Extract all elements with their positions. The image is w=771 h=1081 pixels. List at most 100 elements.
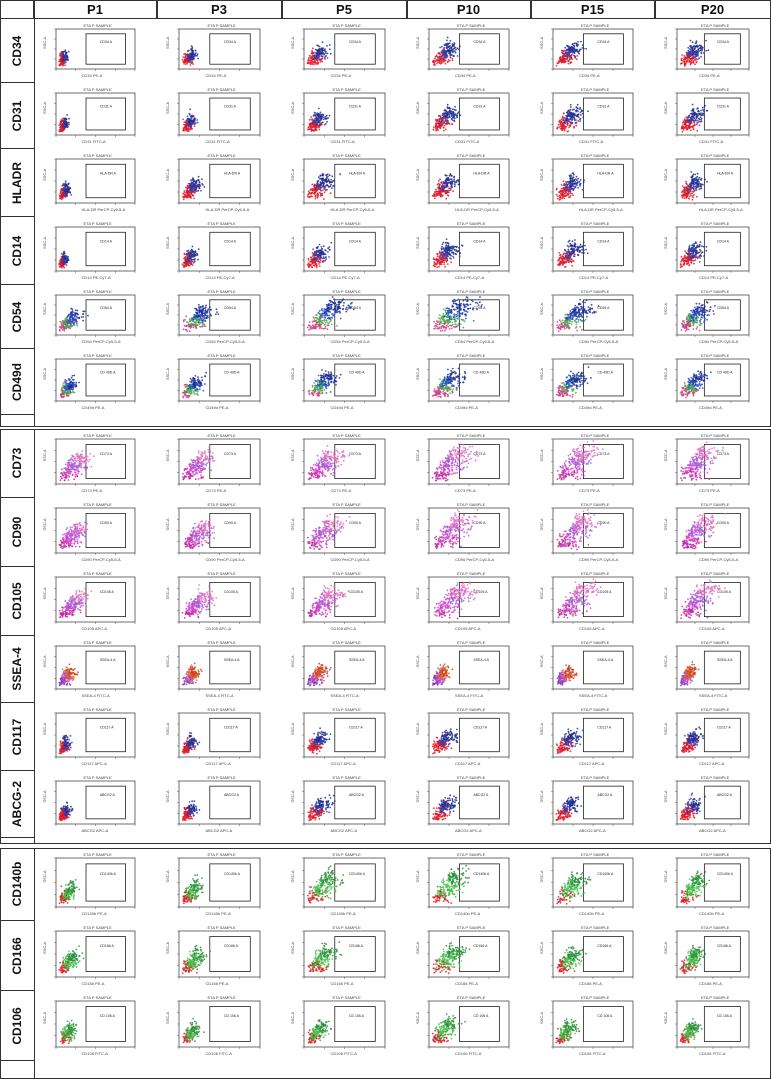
plot-title: ETA P SAMPLE [457, 289, 486, 294]
gate-label: HLA-DR A [224, 171, 241, 175]
gate-label: CD31 A [100, 105, 113, 109]
y-axis-label: SSC-A [42, 1011, 47, 1024]
plot-cd117-p10: ETA P SAMPLE SSC-A CD117 APC-A CD117 A [407, 703, 531, 771]
gate-label: CD73 A [349, 452, 362, 456]
plot-title: ETA P SAMPLE [701, 571, 730, 576]
scatter-points [181, 245, 200, 268]
gate-label: CD105 A [224, 590, 239, 594]
row-label-text: CD140b [10, 862, 24, 907]
row-label-text: CD105 [10, 582, 24, 619]
label-divider [34, 0, 35, 427]
plot-title: ETA P SAMPLE [208, 852, 237, 857]
gate-label: HLA-DR A [349, 171, 366, 175]
x-axis-label: CD117 APC-A [455, 761, 481, 766]
gate [583, 231, 624, 267]
gate [334, 363, 376, 397]
plot-cd54-p5: ETA P SAMPLE SSC-A CD54 PerCP-Cy5-5-A CD54 … [282, 285, 407, 349]
y-axis-label: SSC-A [290, 655, 295, 668]
plot-frame [178, 712, 261, 758]
plot-title: ETA P SAMPLE [701, 502, 730, 507]
y-axis-label: SSC-A [290, 302, 295, 315]
x-axis-label: CD31 FITC-A [331, 139, 356, 144]
y-axis-label: SSC-A [165, 168, 170, 181]
y-axis-label: SSC-A [290, 449, 295, 462]
plot-title: ETA P SAMPLE [333, 353, 362, 358]
plot-title: ETA P SAMPLE [457, 775, 486, 780]
gate [209, 1006, 251, 1042]
y-axis-label: SSC-A [42, 870, 47, 883]
plot-title: ETA P SAMPLE [457, 23, 486, 28]
gate-label: CD 106 A [473, 1014, 489, 1018]
plot-title: ETA P SAMPLE [208, 775, 237, 780]
scatter-points [555, 1018, 581, 1045]
scatter-points [556, 945, 587, 974]
plot-title: ETA P SAMPLE [457, 153, 486, 158]
plot-title: ETA P SAMPLE [208, 502, 237, 507]
plot-title: ETA P SAMPLE [84, 23, 113, 28]
y-axis-label: SSC-A [42, 655, 47, 668]
plot-frame [428, 438, 510, 485]
gate [459, 363, 500, 397]
x-axis-label: CD49d PE-A [331, 405, 354, 410]
y-axis-label: SSC-A [42, 36, 47, 49]
x-axis-label: CD106 FITC-A [699, 1051, 726, 1056]
gate-label: CD166 A [717, 944, 732, 948]
y-axis-label: SSC-A [539, 870, 544, 883]
x-axis-label: CD166 PE-A [331, 981, 354, 986]
plot-frame [428, 358, 510, 402]
gate-label: CD73 A [100, 452, 113, 456]
scatter-points [307, 584, 350, 618]
scatter-points [307, 794, 336, 822]
scatter-points [58, 801, 74, 822]
y-axis-label: SSC-A [415, 302, 420, 315]
x-axis-label: CD105 APC-A [699, 626, 725, 631]
plot-cd90-p15: ETA P SAMPLE SSC-A CD90 PerCP-Cy5-5-A CD90 … [531, 498, 655, 567]
gate-label: ABCG2 A [100, 793, 116, 797]
plot-title: ETA P SAMPLE [333, 571, 362, 576]
row-label-ssea-4: SSEA-4 [0, 636, 34, 703]
plot-cd31-p5: ETA P SAMPLE SSC-A CD31 FITC-A CD31 A [282, 83, 407, 149]
gate [209, 299, 251, 331]
scatter-points [434, 509, 479, 550]
plot-cd34-p3: ETA P SAMPLE SSC-A CD34 PE-A CD34 A [157, 19, 282, 83]
x-axis-label: CD90 PerCP-Cy5-5-A [455, 557, 494, 562]
x-axis-label: CD117 APC-A [699, 761, 725, 766]
gate-label: CD54 A [473, 306, 486, 310]
plot-title: ETA P SAMPLE [84, 707, 113, 712]
y-axis-label: SSC-A [539, 236, 544, 249]
x-axis-label: CD90 PerCP-Cy5-5-A [579, 557, 618, 562]
plot-cd117-p5: ETA P SAMPLE SSC-A CD117 APC-A CD117 A [282, 703, 407, 771]
plot-ssea-4-p20: ETA P SAMPLE SSC-A SSEA-4 FITC-A SSEA-4 A [655, 636, 771, 703]
gate [85, 33, 126, 65]
gate [703, 97, 741, 131]
plot-title: ETA P SAMPLE [333, 502, 362, 507]
plot-cd54-p10: ETA P SAMPLE SSC-A CD54 PerCP-Cy5-5-A CD54 … [407, 285, 531, 349]
plot-cd90-p1: ETA P SAMPLE SSC-A CD90 PerCP-Cy5-5-A CD90 … [34, 498, 157, 567]
gate [209, 97, 251, 131]
column-header-p10: P10 [407, 0, 531, 19]
gate-label: CD105 A [100, 590, 115, 594]
plot-ssea-4-p3: ETA P SAMPLE SSC-A SSEA-4 FITC-A SSEA-4 A [157, 636, 282, 703]
plot-cd49d-p20: ETA P SAMPLE SSC-A CD49d PE-A CD 49D A [655, 349, 771, 415]
plot-frame [178, 294, 261, 336]
y-axis-label: SSC-A [539, 722, 544, 735]
plot-title: ETA P SAMPLE [457, 221, 486, 226]
x-axis-label: CD106 FITC-A [82, 1051, 109, 1056]
scatter-points [556, 871, 592, 905]
gate-label: CD105 A [473, 590, 488, 594]
panel-1 [0, 0, 771, 427]
gate [703, 650, 741, 685]
plot-title: ETA P SAMPLE [333, 925, 362, 930]
x-axis-label: CD90 PerCP-Cy5-5-A [82, 557, 121, 562]
y-axis-label: SSC-A [165, 302, 170, 315]
gate-label: ABCG2 A [717, 793, 733, 797]
x-axis-label: HLA-DR PerCP-Cy5-5-A [82, 207, 126, 212]
gate-label: CD73 A [224, 452, 237, 456]
scatter-points [680, 870, 711, 905]
x-axis-label: CD14 PE-Cy7-A [579, 275, 608, 280]
gate-label: CD166 A [224, 944, 239, 948]
plot-abcg-2-p20: ETA P SAMPLE SSC-A ABCG2 APC-A ABCG2 A [655, 771, 771, 838]
scatter-points [181, 732, 201, 755]
y-axis-label: SSC-A [290, 101, 295, 114]
y-axis-label: SSC-A [663, 941, 668, 954]
